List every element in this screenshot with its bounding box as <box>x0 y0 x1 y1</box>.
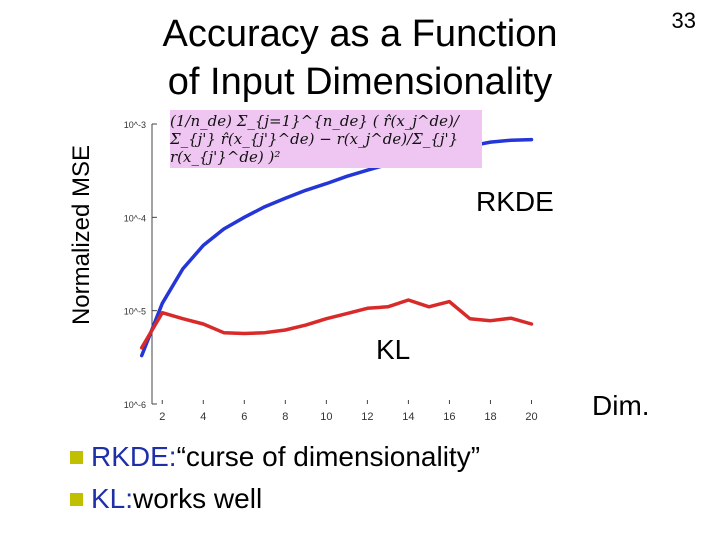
y-tick-label: 10^-4 <box>124 213 146 223</box>
data-point-kl <box>489 319 492 322</box>
data-point-kl <box>407 298 410 302</box>
data-point-rkde <box>243 216 246 219</box>
bullet-text: “curse of dimensionality” <box>176 441 481 472</box>
page-number: 33 <box>671 8 696 33</box>
data-point-kl <box>386 305 390 309</box>
bullet-text: works well <box>133 483 263 514</box>
data-point-kl <box>325 317 328 320</box>
data-point-kl <box>530 322 533 326</box>
data-point-kl <box>366 307 369 310</box>
x-tick-label: 6 <box>241 411 247 423</box>
data-point-kl <box>243 332 246 335</box>
data-point-rkde <box>509 139 513 142</box>
data-point-kl <box>222 331 225 334</box>
error-formula: (1/n_de) Σ_{j=1}^{n_de} ( r̂(x_j^de)/Σ_{… <box>170 110 482 168</box>
data-point-rkde <box>263 205 267 208</box>
data-point-rkde <box>161 302 164 305</box>
data-point-kl <box>284 328 287 332</box>
title-line-2: of Input Dimensionality <box>167 61 553 103</box>
data-point-rkde <box>530 138 533 141</box>
x-axis-label: Dim. <box>592 390 650 421</box>
y-tick-label: 10^-6 <box>124 400 146 410</box>
slide-title: Accuracy as a Function of Input Dimensio… <box>110 10 610 106</box>
rkde-series-label: RKDE <box>476 186 554 217</box>
x-tick-label: 2 <box>159 411 165 423</box>
data-point-rkde <box>222 227 225 231</box>
data-point-kl <box>202 322 205 326</box>
x-tick-label: 10 <box>320 411 332 423</box>
data-point-rkde <box>202 244 205 247</box>
square-bullet-icon <box>70 450 83 464</box>
data-point-rkde <box>366 168 369 172</box>
data-point-rkde <box>345 175 349 178</box>
bullet-item-kl: KL: works well <box>70 478 480 520</box>
data-point-kl <box>509 317 513 320</box>
data-point-rkde <box>325 182 328 185</box>
data-point-kl <box>468 317 472 320</box>
bullet-keyword: KL: <box>91 483 134 514</box>
bullet-item-rkde: RKDE: “curse of dimensionality” <box>70 436 480 478</box>
data-point-kl <box>161 311 164 314</box>
y-tick-label: 10^-3 <box>124 120 146 130</box>
bullet-list: RKDE: “curse of dimensionality” KL: work… <box>70 436 480 520</box>
square-bullet-icon <box>70 492 83 506</box>
data-point-rkde <box>489 140 492 144</box>
y-tick-label: 10^-5 <box>124 307 146 317</box>
data-point-rkde <box>181 267 184 271</box>
data-point-kl <box>448 300 451 303</box>
data-point-kl <box>304 323 308 327</box>
data-point-kl <box>140 346 143 350</box>
x-tick-label: 18 <box>484 411 496 423</box>
x-tick-label: 4 <box>200 411 206 423</box>
data-point-kl <box>345 312 349 315</box>
x-tick-label: 8 <box>282 411 288 423</box>
data-point-kl <box>181 317 184 320</box>
data-point-rkde <box>304 189 308 192</box>
x-tick-label: 12 <box>361 411 373 423</box>
kl-series-label: KL <box>376 334 411 365</box>
data-point-kl <box>427 305 431 309</box>
x-tick-label: 20 <box>525 411 537 423</box>
series-line-kl <box>139 298 534 350</box>
title-line-1: Accuracy as a Function <box>162 13 558 55</box>
data-point-rkde <box>140 354 143 357</box>
data-point-rkde <box>284 197 287 200</box>
bullet-keyword: RKDE: <box>91 441 177 472</box>
x-tick-label: 16 <box>443 411 455 423</box>
x-tick-label: 14 <box>402 411 414 423</box>
data-point-kl <box>263 331 267 334</box>
